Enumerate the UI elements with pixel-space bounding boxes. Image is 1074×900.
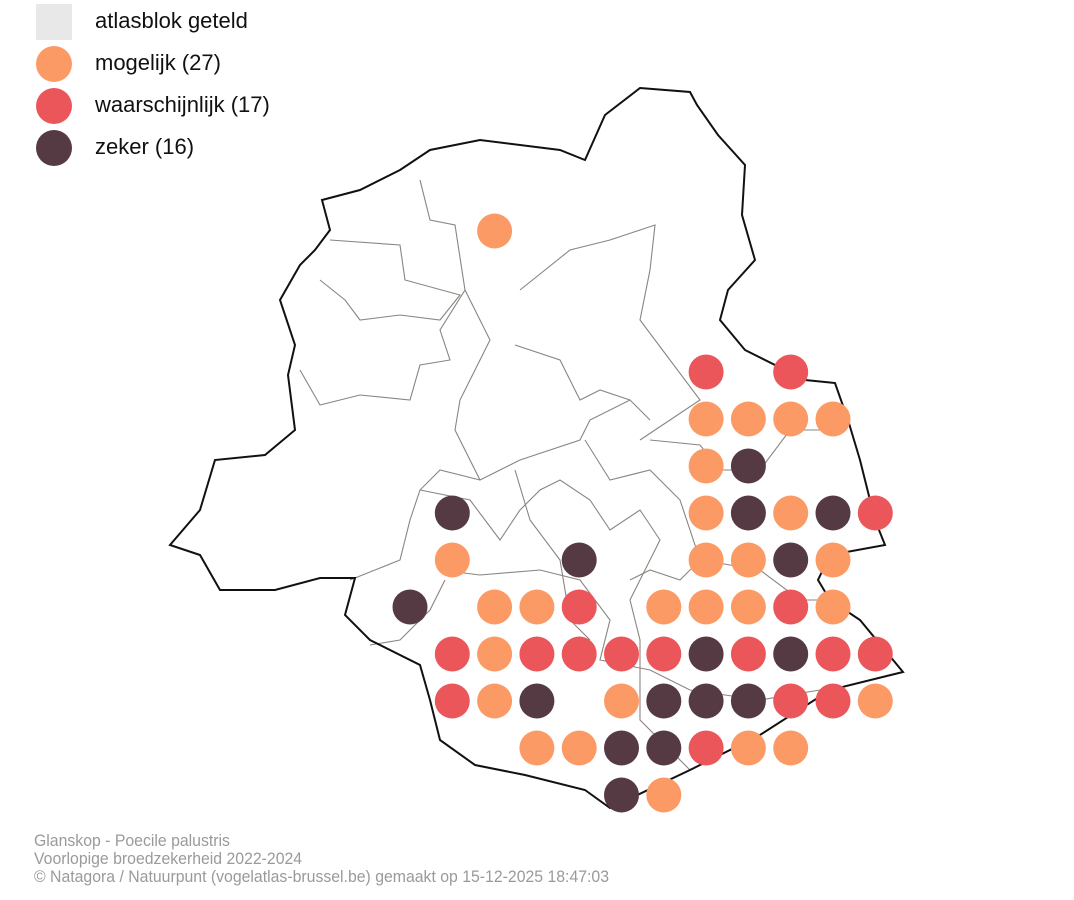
commune-boundary <box>299 179 466 406</box>
atlas-block-mogelijk <box>688 542 724 578</box>
commune-boundary <box>514 344 631 401</box>
mogelijk-circle-icon <box>36 46 72 82</box>
atlas-block-waarschijnlijk <box>857 636 893 672</box>
atlas-block-markers <box>392 213 893 813</box>
atlas-block-mogelijk <box>688 495 724 531</box>
atlas-block-waarschijnlijk <box>857 495 893 531</box>
atlas-block-mogelijk <box>561 730 597 766</box>
atlas-block-mogelijk <box>815 542 851 578</box>
atlas-block-mogelijk <box>688 589 724 625</box>
atlas-block-waarschijnlijk <box>434 636 470 672</box>
atlas-block-mogelijk <box>434 542 470 578</box>
counted-square-icon <box>36 4 72 40</box>
commune-boundary <box>369 579 446 646</box>
atlas-block-zeker <box>646 730 682 766</box>
atlas-block-zeker <box>688 683 724 719</box>
atlas-block-mogelijk <box>773 730 809 766</box>
atlas-block-mogelijk <box>815 589 851 625</box>
atlas-block-waarschijnlijk <box>773 354 809 390</box>
atlas-block-zeker <box>730 448 766 484</box>
atlas-block-mogelijk <box>815 401 851 437</box>
atlas-block-waarschijnlijk <box>604 636 639 672</box>
map-subtitle: Voorlopige broedzekerheid 2022-2024 <box>34 849 303 868</box>
credit-line: © Natagora / Natuurpunt (vogelatlas-brus… <box>34 867 610 886</box>
atlas-block-zeker <box>773 636 809 672</box>
atlas-block-mogelijk <box>773 401 809 437</box>
atlas-block-zeker <box>646 683 682 719</box>
commune-boundary <box>319 239 461 321</box>
atlas-block-mogelijk <box>730 401 766 437</box>
commune-boundary <box>699 559 830 601</box>
species-title: Glanskop - Poecile palustris <box>34 831 230 850</box>
atlas-block-zeker <box>392 589 428 625</box>
atlas-block-waarschijnlijk <box>773 589 809 625</box>
legend-label: mogelijk (27) <box>95 50 221 75</box>
atlas-block-zeker <box>773 542 809 578</box>
atlas-block-mogelijk <box>519 730 555 766</box>
atlas-block-mogelijk <box>730 542 766 578</box>
atlas-block-waarschijnlijk <box>730 636 766 672</box>
atlas-block-waarschijnlijk <box>434 683 470 719</box>
commune-boundary <box>609 224 701 441</box>
atlas-block-mogelijk <box>857 683 893 719</box>
commune-boundary <box>514 469 591 641</box>
legend-label: waarschijnlijk (17) <box>95 92 270 117</box>
legend-label: zeker (16) <box>95 134 195 159</box>
commune-boundary <box>584 439 701 581</box>
commune-boundary <box>419 479 691 771</box>
commune-boundary <box>519 239 611 291</box>
commune-boundary <box>349 469 481 581</box>
atlas-block-mogelijk <box>477 683 513 719</box>
atlas-block-mogelijk <box>477 589 513 625</box>
atlas-block-waarschijnlijk <box>561 636 597 672</box>
atlas-block-mogelijk <box>604 683 639 719</box>
atlas-block-zeker <box>604 777 639 813</box>
atlas-block-mogelijk <box>477 636 513 672</box>
atlas-block-zeker <box>730 495 766 531</box>
atlas-block-waarschijnlijk <box>646 636 682 672</box>
commune-boundary <box>439 569 821 701</box>
atlas-block-zeker <box>730 683 766 719</box>
atlas-block-mogelijk <box>646 777 682 813</box>
atlas-block-waarschijnlijk <box>688 354 724 390</box>
commune-boundary <box>454 289 651 481</box>
atlas-block-waarschijnlijk <box>773 683 809 719</box>
atlas-block-waarschijnlijk <box>561 589 597 625</box>
atlas-block-zeker <box>815 495 851 531</box>
atlas-block-waarschijnlijk <box>815 683 851 719</box>
atlas-block-zeker <box>604 730 639 766</box>
atlas-block-mogelijk <box>519 589 555 625</box>
atlas-block-zeker <box>561 542 597 578</box>
atlas-block-waarschijnlijk <box>519 636 555 672</box>
atlas-block-mogelijk <box>730 730 766 766</box>
atlas-block-mogelijk <box>773 495 809 531</box>
atlas-block-mogelijk <box>646 589 682 625</box>
atlas-block-waarschijnlijk <box>688 730 724 766</box>
map-caption: Glanskop - Poecile palustris Voorlopige … <box>34 832 652 886</box>
atlas-block-mogelijk <box>688 448 724 484</box>
legend-label: atlasblok geteld <box>95 8 248 33</box>
atlas-block-zeker <box>519 683 555 719</box>
atlas-block-mogelijk <box>477 213 513 249</box>
atlas-block-mogelijk <box>688 401 724 437</box>
waarschijnlijk-circle-icon <box>36 88 72 124</box>
atlas-block-zeker <box>434 495 470 531</box>
atlas-block-waarschijnlijk <box>815 636 851 672</box>
atlas-block-mogelijk <box>730 589 766 625</box>
atlas-block-zeker <box>688 636 724 672</box>
zeker-circle-icon <box>36 130 72 166</box>
